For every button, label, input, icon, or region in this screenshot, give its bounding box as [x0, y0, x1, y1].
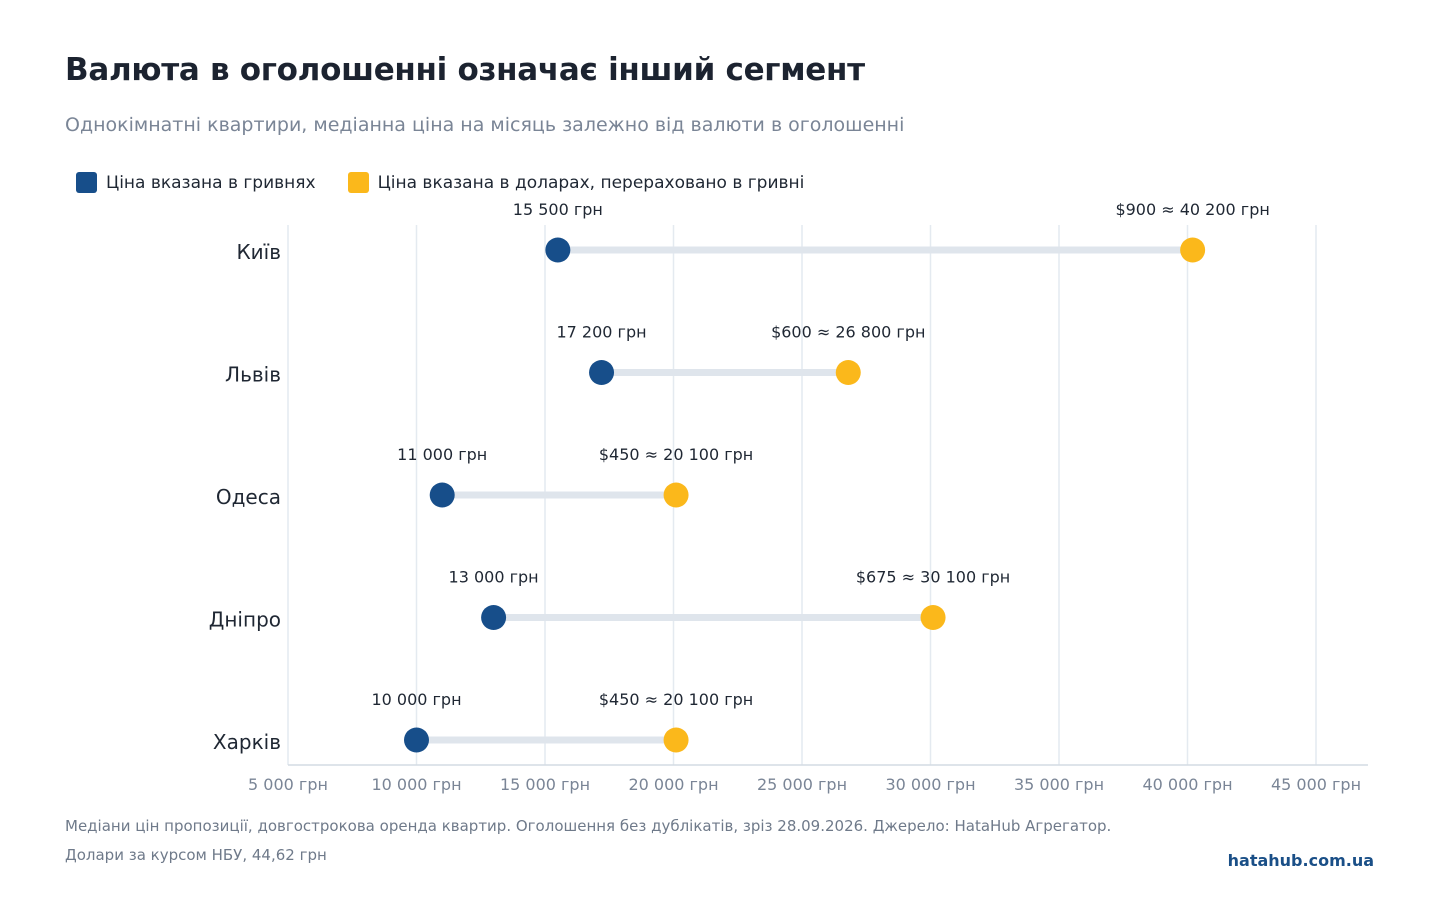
usd-data-label: $600 ≈ 26 800 грн — [771, 323, 925, 342]
uah-point — [545, 237, 571, 263]
usd-data-label: $900 ≈ 40 200 грн — [1115, 200, 1269, 219]
usd-data-label: $675 ≈ 30 100 грн — [856, 568, 1010, 587]
usd-point — [920, 605, 946, 630]
x-tick-label: 10 000 грн — [371, 775, 461, 794]
x-tick-label: 40 000 грн — [1142, 775, 1232, 794]
x-tick-label: 45 000 грн — [1271, 775, 1361, 794]
x-tick-label: 20 000 грн — [628, 775, 718, 794]
legend-item-uah: Ціна вказана в гривнях — [76, 172, 316, 193]
usd-point — [835, 360, 861, 385]
legend-item-usd: Ціна вказана в доларах, перераховано в г… — [347, 172, 805, 193]
usd-point — [1180, 237, 1206, 263]
category-label: Одеса — [216, 485, 281, 509]
category-label: Львів — [225, 363, 281, 387]
legend-swatch-uah — [76, 172, 97, 193]
uah-point — [429, 482, 455, 508]
uah-data-label: 13 000 грн — [449, 568, 539, 587]
usd-point — [663, 482, 689, 508]
chart-title: Валюта в оголошенні означає інший сегмен… — [65, 52, 865, 88]
x-tick-label: 30 000 грн — [885, 775, 975, 794]
x-tick-label: 25 000 грн — [757, 775, 847, 794]
uah-data-label: 15 500 грн — [513, 200, 603, 219]
x-tick-label: 15 000 грн — [500, 775, 590, 794]
x-tick-label: 35 000 грн — [1014, 775, 1104, 794]
legend-label-usd: Ціна вказана в доларах, перераховано в г… — [377, 172, 805, 193]
category-label: Харків — [213, 730, 281, 754]
x-tick-label: 5 000 грн — [248, 775, 328, 794]
category-label: Дніпро — [209, 608, 281, 632]
footnote-source: Медіани цін пропозиції, довгострокова ор… — [65, 817, 1112, 835]
usd-data-label: $450 ≈ 20 100 грн — [599, 690, 753, 709]
uah-point — [404, 727, 429, 753]
chart-subtitle: Однокімнатні квартири, медіанна ціна на … — [65, 114, 905, 136]
legend-swatch-usd — [347, 172, 369, 193]
legend-label-uah: Ціна вказана в гривнях — [106, 172, 316, 193]
usd-point — [663, 727, 689, 753]
uah-point — [589, 360, 615, 385]
footnote-rate: Долари за курсом НБУ, 44,62 грн — [65, 846, 327, 864]
category-label: Київ — [236, 240, 281, 264]
brand-link[interactable]: hatahub.com.ua — [1227, 851, 1374, 870]
dumbbell-chart: 5 000 грн 10 000 грн 15 000 грн 20 000 грн 2… — [209, 200, 1368, 794]
uah-data-label: 17 200 грн — [556, 323, 646, 342]
usd-data-label: $450 ≈ 20 100 грн — [599, 445, 753, 464]
uah-point — [481, 605, 507, 630]
uah-data-label: 10 000 грн — [371, 690, 461, 709]
legend: Ціна вказана в гривнях Ціна вказана в до… — [76, 172, 836, 193]
uah-data-label: 11 000 грн — [397, 445, 487, 464]
